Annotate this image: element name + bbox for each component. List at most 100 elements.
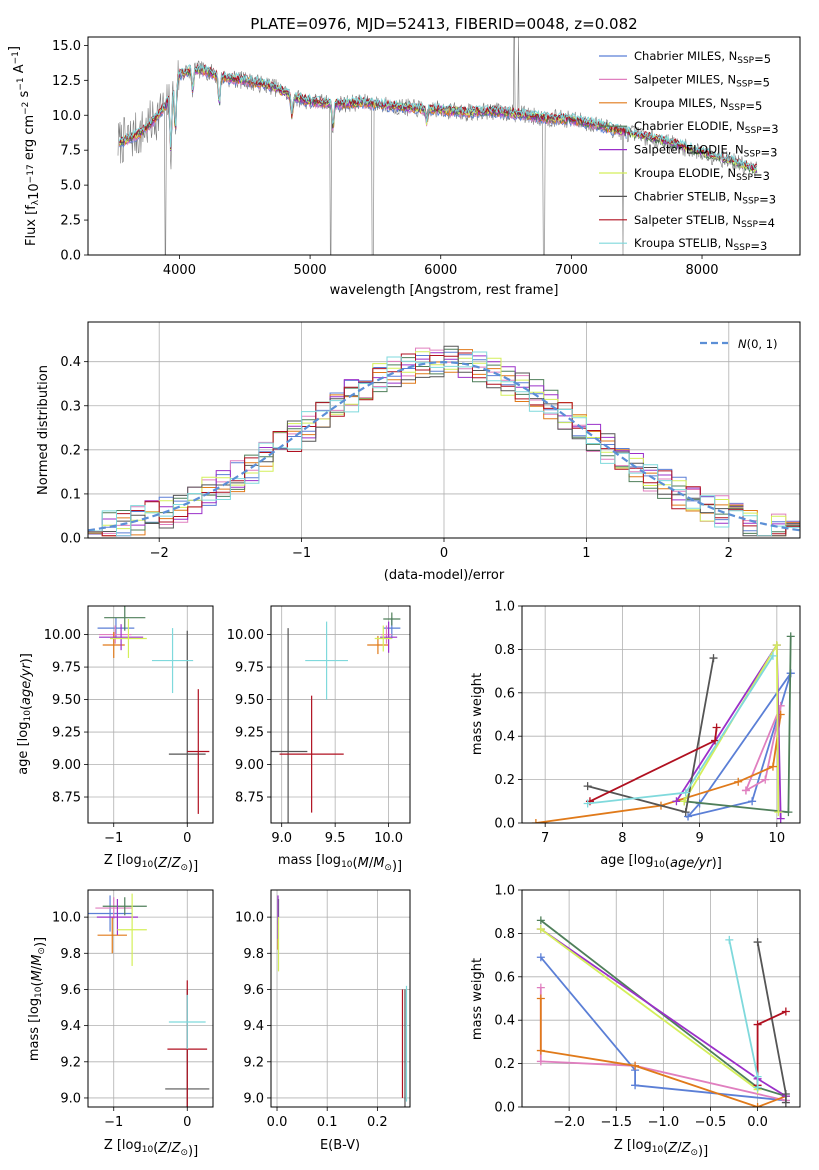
- residuals-xlabel: (data-model)/error: [384, 568, 505, 583]
- weight-vs-z-xlabel: Z [log10(Z/Z⊙)]: [614, 1138, 708, 1159]
- weight-vs-z-marker-2-3: [753, 1103, 762, 1107]
- weight-vs-z-marker-2-1: [536, 1046, 545, 1055]
- spectrum-xtick-label-4: 8000: [685, 263, 718, 278]
- age-vs-mass-xtick-label-2: 10.0: [374, 831, 403, 846]
- age-vs-mass-xlabel: mass [log10(M/M⊙)]: [278, 853, 402, 874]
- weight-vs-z-marker-0-2: [631, 1081, 640, 1090]
- weight-vs-z-marker-5-0: [536, 925, 545, 934]
- spectrum-legend: Chabrier MILES, NSSP=5 Salpeter MILES, NS…: [599, 49, 779, 253]
- weight-vs-age-marker-5-2: [774, 808, 783, 817]
- weight-vs-age-marker-8-0: [583, 799, 592, 808]
- residual-histogram-6: [88, 345, 800, 537]
- mass-vs-z-ytick-label-5: 10.0: [52, 911, 81, 926]
- age-vs-z-point-8: [151, 628, 194, 694]
- age-vs-mass-ytick-label-4: 9.75: [235, 661, 264, 676]
- spectrum-xlabel: wavelength [Angstrom, rest frame]: [330, 283, 559, 298]
- spectrum-ytick-label-2: 5.0: [60, 179, 81, 194]
- spectrum-ytick-label-4: 10.0: [52, 109, 81, 124]
- age-vs-z-point-6: [168, 630, 206, 823]
- weight-vs-age-marker-3-2: [786, 632, 795, 641]
- mass-vs-ebv-ytick-label-4: 9.8: [243, 947, 264, 962]
- age-vs-z-ylabel: age [log10(age/yr)]: [16, 653, 34, 775]
- mass-vs-ebv-panel: 0.0 0.1 0.2 9.0 9.2 9.4 9.6 9.8 10.0 E(B-V): [235, 889, 411, 1153]
- weight-vs-z-marker-1-0: [536, 983, 545, 992]
- weight-vs-age-ytick-label-5: 1.0: [494, 600, 515, 615]
- weight-vs-z-xtick-label-3: −0.5: [695, 1115, 727, 1130]
- spectrum-legend-label-3: Chabrier ELODIE, NSSP=3: [634, 119, 779, 136]
- weight-vs-age-xtick-label-0: 7: [541, 831, 549, 846]
- spectrum-model-line-8: [118, 63, 758, 170]
- mass-vs-z-point-0: [88, 895, 133, 932]
- mass-vs-z-point-3: [102, 897, 147, 916]
- spectrum-title: PLATE=0976, MJD=52413, FIBERID=0048, z=0…: [250, 15, 637, 33]
- mass-vs-z-xtick-label-0: −1: [104, 1115, 123, 1130]
- weight-vs-age-marker-2-2: [734, 777, 743, 786]
- weight-vs-age-marker-8-1: [681, 788, 690, 797]
- residuals-ytick-label-1: 0.1: [60, 487, 81, 502]
- mass-vs-ebv-xlabel: E(B-V): [320, 1138, 360, 1153]
- age-vs-z-xtick-label-0: −1: [104, 831, 123, 846]
- residuals-ytick-label-0: 0.0: [60, 532, 81, 547]
- spectrum-legend-label-1: Salpeter MILES, NSSP=5: [634, 72, 770, 89]
- age-vs-z-ytick-label-2: 9.25: [52, 726, 81, 741]
- weight-vs-z-ytick-label-4: 0.8: [494, 927, 515, 942]
- mass-vs-ebv-ytick-label-1: 9.2: [243, 1055, 264, 1070]
- residuals-xtick-label-2: 0: [440, 546, 448, 561]
- weight-vs-z-frame: [521, 889, 801, 1108]
- residuals-ytick-label-2: 0.2: [60, 443, 81, 458]
- spectrum-xtick-label-3: 7000: [555, 263, 588, 278]
- residuals-ytick-label-4: 0.4: [60, 355, 81, 370]
- weight-vs-age-marker-2-3: [768, 762, 777, 771]
- age-vs-mass-xtick-label-0: 9.0: [271, 831, 292, 846]
- weight-vs-z-ytick-label-3: 0.6: [494, 970, 515, 985]
- spectrum-model-line-0: [119, 68, 627, 148]
- spectrum-ytick-label-6: 15.0: [52, 39, 81, 54]
- mass-vs-z-point-2: [97, 917, 127, 954]
- weight-vs-age-xtick-label-3: 10: [769, 831, 786, 846]
- age-vs-mass-xtick-label-1: 9.5: [325, 831, 346, 846]
- mass-vs-ebv-ytick-label-0: 9.0: [243, 1091, 264, 1106]
- mass-vs-z-ytick-label-4: 9.8: [60, 947, 81, 962]
- mass-vs-ebv-xtick-label-1: 0.1: [317, 1115, 338, 1130]
- mass-vs-z-ytick-label-3: 9.6: [60, 983, 81, 998]
- weight-vs-age-marker-1-3: [741, 786, 750, 795]
- spectrum-ytick-label-0: 0.0: [60, 249, 81, 264]
- weight-vs-age-ytick-label-2: 0.4: [494, 730, 515, 745]
- age-vs-mass-point-6: [271, 628, 308, 823]
- weight-vs-age-marker-7-1: [711, 736, 720, 745]
- weight-vs-age-series-7: [589, 727, 718, 803]
- weight-vs-age-series-4: [675, 642, 782, 819]
- mass-vs-z-ytick-label-1: 9.2: [60, 1055, 81, 1070]
- weight-vs-z-marker-0-0: [536, 953, 545, 962]
- mass-vs-ebv-xtick-label-2: 0.2: [367, 1115, 388, 1130]
- weight-vs-age-xtick-label-1: 8: [618, 831, 626, 846]
- age-vs-z-point-5: [110, 618, 147, 658]
- weight-vs-z-marker-1-1: [536, 1057, 545, 1066]
- weight-vs-age-series-1: [745, 705, 782, 792]
- weight-vs-z-ytick-label-2: 0.4: [494, 1014, 515, 1029]
- residuals-legend-label: N(0, 1): [738, 337, 778, 351]
- mass-vs-ebv-frame: [270, 889, 411, 1108]
- age-vs-z-ytick-label-5: 10.00: [44, 628, 81, 643]
- residuals-plot-area: [88, 345, 800, 537]
- mass-vs-z-panel: −1 0 9.0 9.2 9.4 9.6 9.8 10.0 Z [log10(Z/Z⊙)] mas…: [27, 889, 214, 1159]
- weight-vs-age-marker-0-1: [748, 797, 757, 806]
- mass-vs-z-xlabel: Z [log10(Z/Z⊙)]: [104, 1138, 198, 1159]
- spectrum-legend-label-8: Kroupa STELIB, NSSP=3: [634, 236, 767, 253]
- residuals-xtick-label-3: 1: [582, 546, 590, 561]
- mass-vs-ebv-ytick-label-3: 9.6: [243, 983, 264, 998]
- age-vs-z-xlabel: Z [log10(Z/Z⊙)]: [104, 853, 198, 874]
- weight-vs-age-marker-5-1: [772, 641, 781, 650]
- weight-vs-age-marker-4-2: [776, 814, 785, 823]
- mass-vs-ebv-plot-area: [277, 895, 408, 1107]
- weight-vs-z-ytick-label-0: 0.0: [494, 1101, 515, 1116]
- weight-vs-age-ytick-label-1: 0.2: [494, 773, 515, 788]
- weight-vs-z-marker-6-1: [781, 1089, 790, 1098]
- age-vs-mass-ytick-label-5: 10.00: [227, 628, 264, 643]
- spectrum-legend-label-6: Chabrier STELIB, NSSP=3: [634, 189, 776, 206]
- mass-vs-ebv-ytick-label-2: 9.4: [243, 1019, 264, 1034]
- spectrum-xtick-label-0: 4000: [163, 263, 196, 278]
- residuals-panel: −2 −1 0 1 2 0.0 0.1 0.2 0.3 0.4 N(0, 1) (data-model…: [36, 321, 801, 583]
- age-vs-z-point-1: [99, 625, 132, 644]
